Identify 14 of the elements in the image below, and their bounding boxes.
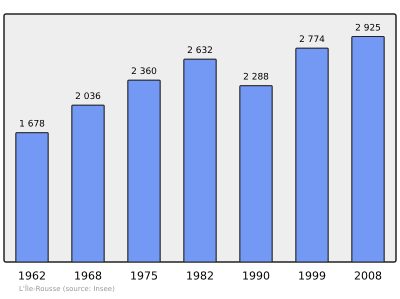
x-tick-label: 1990 <box>242 270 270 282</box>
x-tick-label: 2008 <box>354 270 382 282</box>
data-label: 2 036 <box>75 92 102 102</box>
data-label: 2 632 <box>187 46 213 56</box>
data-label: 2 774 <box>299 35 326 46</box>
data-label: 2 288 <box>243 72 270 83</box>
x-tick-label: 1982 <box>186 270 214 282</box>
x-tick-label: 1968 <box>74 270 102 282</box>
data-label: 1 678 <box>19 120 46 130</box>
x-tick-label: 1999 <box>298 270 326 282</box>
data-label: 2 360 <box>131 67 158 78</box>
x-tick-label: 1962 <box>18 270 46 282</box>
data-label: 2 925 <box>355 24 381 34</box>
x-tick-label: 1975 <box>130 270 158 282</box>
